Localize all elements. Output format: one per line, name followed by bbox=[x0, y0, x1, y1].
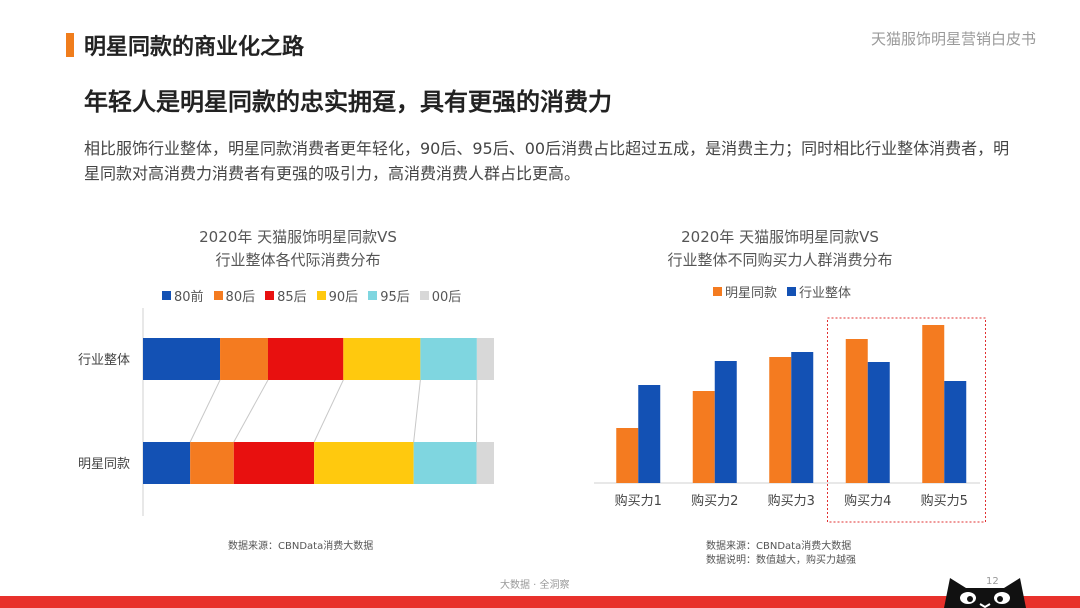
chart1-legend: 80前 80后 85后 90后 95后 00后 bbox=[162, 286, 461, 305]
chart2-bar bbox=[692, 391, 715, 483]
chart2-title-line1: 2020年 天猫服饰明星同款VS bbox=[681, 228, 879, 246]
chart1-bar-segment bbox=[413, 442, 477, 484]
chart2-legend: 明星同款 行业整体 bbox=[713, 282, 851, 301]
chart2-category-label: 购买力1 bbox=[615, 493, 662, 509]
chart1-legend-item: 95后 bbox=[368, 286, 410, 305]
chart1-legend-label: 85后 bbox=[277, 290, 307, 305]
footer-band bbox=[0, 596, 1080, 608]
chart1-legend-label: 80后 bbox=[225, 290, 256, 305]
chart2-legend-item: 行业整体 bbox=[787, 282, 851, 301]
chart1-source: 数据来源：CBNData消费大数据 bbox=[228, 541, 374, 552]
chart1-bar-segment bbox=[343, 338, 421, 380]
chart2-plot: 购买力1 购买力2 购买力3 购买力4 购买力5 bbox=[594, 317, 986, 523]
chart2-bar bbox=[867, 362, 890, 483]
chart1-title-line2: 行业整体各代际消费分布 bbox=[215, 251, 381, 269]
chart2-bar bbox=[638, 385, 661, 483]
chart1-title: 2020年 天猫服饰明星同款VS 行业整体各代际消费分布 bbox=[148, 226, 448, 272]
chart1-category-label: 明星同款 bbox=[78, 457, 130, 472]
report-name: 天猫服饰明星营销白皮书 bbox=[870, 30, 1036, 48]
chart2-legend-swatch bbox=[787, 287, 797, 296]
chart1-connector-line bbox=[313, 379, 344, 443]
chart1-legend-item: 80后 bbox=[213, 286, 256, 305]
chart1-legend-label: 95后 bbox=[380, 290, 410, 305]
chart1-bar-segment bbox=[143, 442, 191, 484]
chart2-bar bbox=[922, 325, 945, 483]
chart1-connector-line bbox=[233, 379, 269, 443]
chart2-bar bbox=[769, 357, 792, 483]
chart1-legend-swatch bbox=[316, 291, 326, 300]
footer-text: 大数据 · 全洞察 bbox=[500, 580, 570, 591]
chart1-legend-item: 90后 bbox=[316, 286, 359, 305]
chart1-legend-swatch bbox=[265, 291, 275, 300]
chart2-bar bbox=[791, 352, 814, 483]
chart2-title-line2: 行业整体不同购买力人群消费分布 bbox=[667, 251, 893, 269]
chart1-legend-label: 80前 bbox=[174, 290, 204, 305]
chart1-legend-swatch bbox=[419, 291, 429, 300]
chart2-bar bbox=[616, 428, 639, 483]
chart2-legend-item: 明星同款 bbox=[713, 282, 777, 301]
chart1-legend-swatch bbox=[213, 291, 223, 300]
chart1-bar-segment bbox=[220, 338, 268, 380]
chart2-bar bbox=[944, 381, 967, 483]
chart2-bar bbox=[845, 339, 868, 483]
page-number: 12 bbox=[986, 576, 999, 587]
chart1-legend-item: 85后 bbox=[265, 286, 307, 305]
chart1-legend-item: 00后 bbox=[419, 286, 462, 305]
chart1-connector-line bbox=[189, 379, 221, 443]
chart1-legend-item: 80前 bbox=[162, 286, 204, 305]
section-title: 明星同款的商业化之路 bbox=[84, 35, 305, 60]
chart1-bar-segment bbox=[314, 442, 414, 484]
summary-text: 相比服饰行业整体，明星同款消费者更年轻化，90后、95后、00后消费占比超过五成… bbox=[84, 139, 1010, 183]
chart1-category-label: 行业整体 bbox=[78, 353, 130, 368]
chart1-bar-segment bbox=[267, 338, 344, 380]
chart1-connector-line bbox=[413, 379, 421, 443]
chart2-title: 2020年 天猫服饰明星同款VS 行业整体不同购买力人群消费分布 bbox=[630, 226, 930, 272]
chart2-category-label: 购买力4 bbox=[844, 493, 891, 509]
chart1-bar-segment bbox=[143, 338, 221, 380]
headline: 年轻人是明星同款的忠实拥趸，具有更强的消费力 bbox=[84, 88, 612, 116]
chart2-note: 数据说明：数值越大，购买力越强 bbox=[706, 555, 856, 566]
chart2-category-label: 购买力2 bbox=[691, 493, 738, 509]
tmall-cat-logo-icon bbox=[944, 578, 1026, 608]
chart1-bar-segment bbox=[476, 442, 494, 484]
chart2-source: 数据来源：CBNData消费大数据 bbox=[706, 541, 852, 552]
chart2-category-label: 购买力3 bbox=[768, 493, 815, 509]
chart2-legend-swatch bbox=[713, 287, 722, 296]
chart1-legend-swatch bbox=[162, 291, 171, 300]
title-accent-bar bbox=[66, 33, 74, 57]
chart1-legend-label: 00后 bbox=[431, 290, 462, 305]
chart2-bar bbox=[714, 361, 737, 483]
chart1-bar-segment bbox=[420, 338, 477, 380]
chart1-legend-label: 90后 bbox=[328, 290, 359, 305]
chart1-bar-segment bbox=[190, 442, 234, 484]
chart1-bar-segment bbox=[476, 338, 494, 380]
chart2-legend-label: 行业整体 bbox=[799, 286, 852, 301]
chart1-title-line1: 2020年 天猫服饰明星同款VS bbox=[199, 228, 397, 246]
chart1-bar-segment bbox=[233, 442, 315, 484]
chart1-legend-swatch bbox=[368, 291, 378, 300]
chart2-category-label: 购买力5 bbox=[921, 493, 968, 509]
chart2-highlight-box bbox=[827, 317, 986, 523]
chart2-legend-label: 明星同款 bbox=[725, 286, 778, 301]
